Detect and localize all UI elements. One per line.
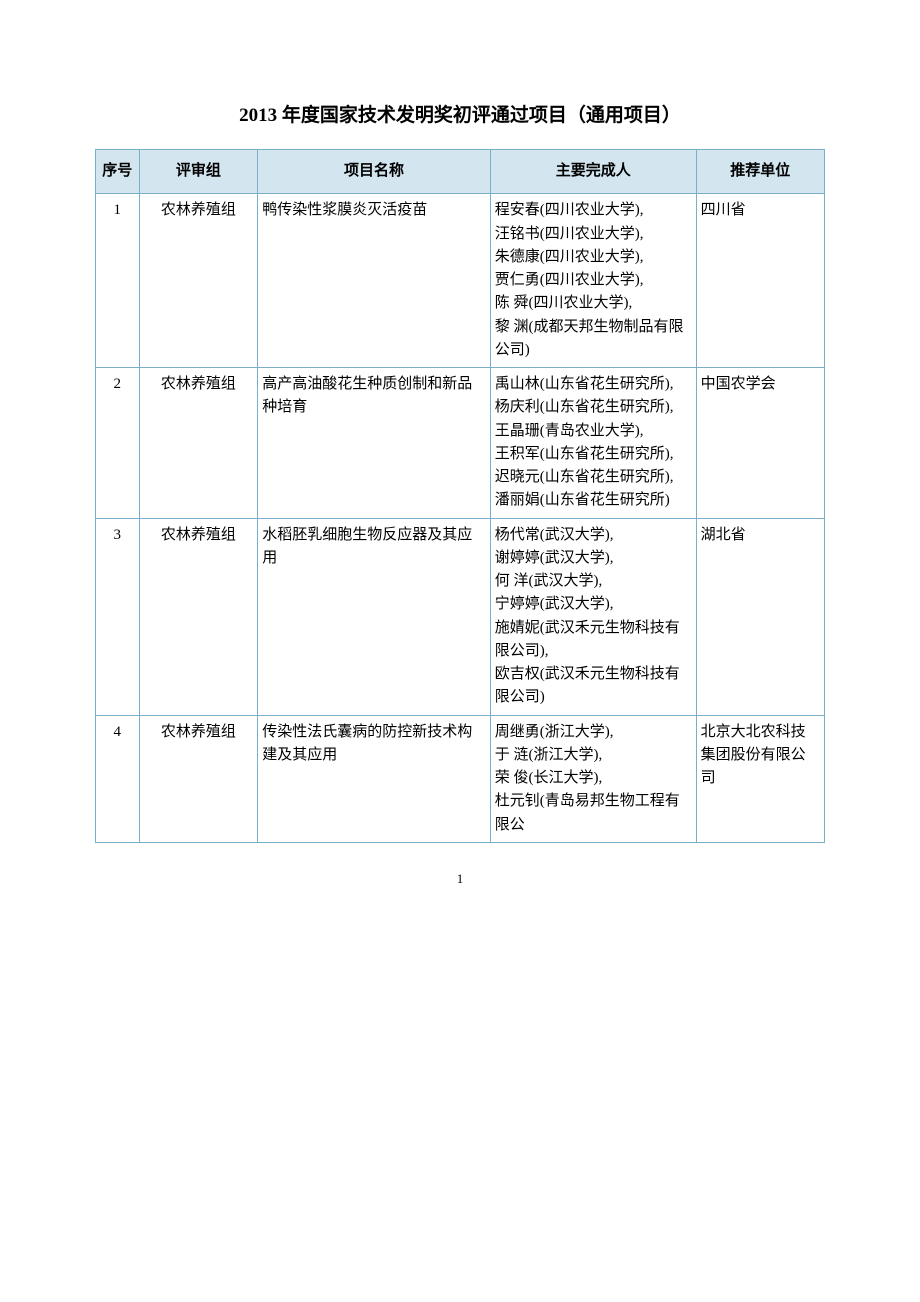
cell-name: 传染性法氏囊病的防控新技术构建及其应用 xyxy=(258,715,491,842)
cell-idx: 3 xyxy=(96,518,140,715)
cell-people: 程安春(四川农业大学), 汪铭书(四川农业大学), 朱德康(四川农业大学), 贾… xyxy=(490,194,696,368)
projects-table: 序号 评审组 项目名称 主要完成人 推荐单位 1农林养殖组鸭传染性浆膜炎灭活疫苗… xyxy=(95,149,825,843)
cell-rec: 湖北省 xyxy=(696,518,824,715)
header-idx: 序号 xyxy=(96,150,140,194)
cell-people: 杨代常(武汉大学), 谢婷婷(武汉大学), 何 洋(武汉大学), 宁婷婷(武汉大… xyxy=(490,518,696,715)
header-name: 项目名称 xyxy=(258,150,491,194)
header-group: 评审组 xyxy=(139,150,258,194)
page-number: 1 xyxy=(95,871,825,887)
table-row: 1农林养殖组鸭传染性浆膜炎灭活疫苗程安春(四川农业大学), 汪铭书(四川农业大学… xyxy=(96,194,825,368)
page-title: 2013 年度国家技术发明奖初评通过项目（通用项目） xyxy=(95,100,825,127)
cell-group: 农林养殖组 xyxy=(139,368,258,519)
header-people: 主要完成人 xyxy=(490,150,696,194)
cell-idx: 1 xyxy=(96,194,140,368)
table-row: 2农林养殖组高产高油酸花生种质创制和新品种培育禹山林(山东省花生研究所), 杨庆… xyxy=(96,368,825,519)
cell-group: 农林养殖组 xyxy=(139,715,258,842)
table-header-row: 序号 评审组 项目名称 主要完成人 推荐单位 xyxy=(96,150,825,194)
cell-idx: 4 xyxy=(96,715,140,842)
header-rec: 推荐单位 xyxy=(696,150,824,194)
cell-group: 农林养殖组 xyxy=(139,518,258,715)
cell-rec: 中国农学会 xyxy=(696,368,824,519)
cell-name: 水稻胚乳细胞生物反应器及其应用 xyxy=(258,518,491,715)
cell-people: 周继勇(浙江大学), 于 涟(浙江大学), 荣 俊(长江大学), 杜元钊(青岛易… xyxy=(490,715,696,842)
cell-group: 农林养殖组 xyxy=(139,194,258,368)
cell-idx: 2 xyxy=(96,368,140,519)
table-row: 4农林养殖组传染性法氏囊病的防控新技术构建及其应用周继勇(浙江大学), 于 涟(… xyxy=(96,715,825,842)
table-row: 3农林养殖组水稻胚乳细胞生物反应器及其应用杨代常(武汉大学), 谢婷婷(武汉大学… xyxy=(96,518,825,715)
cell-name: 高产高油酸花生种质创制和新品种培育 xyxy=(258,368,491,519)
cell-name: 鸭传染性浆膜炎灭活疫苗 xyxy=(258,194,491,368)
cell-rec: 北京大北农科技集团股份有限公司 xyxy=(696,715,824,842)
cell-rec: 四川省 xyxy=(696,194,824,368)
cell-people: 禹山林(山东省花生研究所), 杨庆利(山东省花生研究所), 王晶珊(青岛农业大学… xyxy=(490,368,696,519)
